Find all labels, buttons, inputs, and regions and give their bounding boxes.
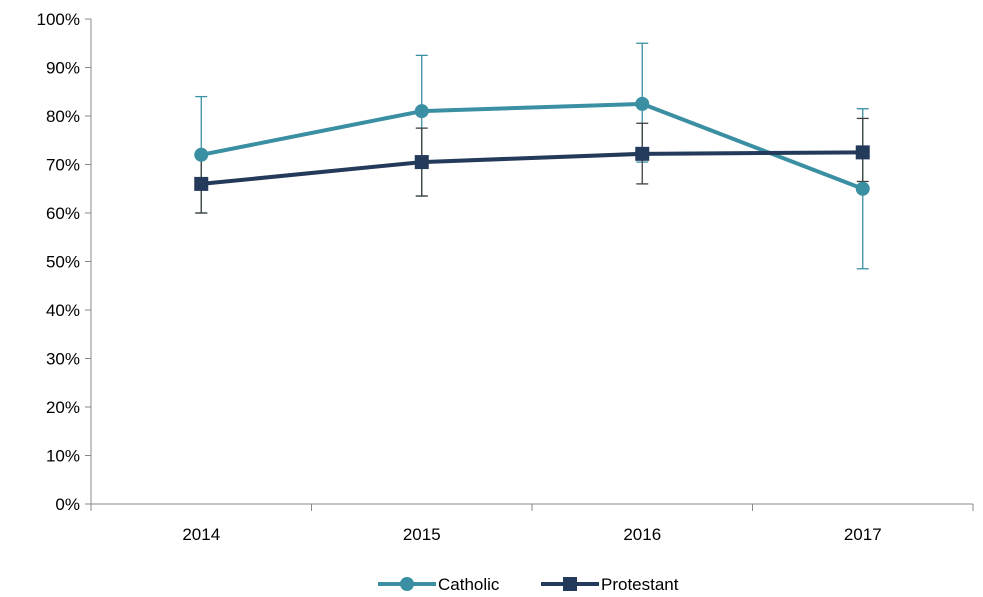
legend-label-protestant: Protestant [601, 575, 679, 594]
x-tick-label: 2014 [182, 525, 220, 544]
x-tick-label: 2017 [844, 525, 882, 544]
legend: Catholic Protestant [378, 575, 679, 594]
series-markers [194, 96, 870, 196]
series-line-catholic [200, 101, 864, 191]
data-point-protestant [855, 145, 870, 160]
data-point-catholic [194, 147, 209, 162]
data-point-catholic [414, 104, 429, 119]
data-point-catholic [635, 96, 650, 111]
legend-marker-protestant [563, 577, 577, 591]
y-tick-label: 0% [55, 495, 80, 514]
y-tick-label: 10% [46, 447, 80, 466]
y-tick-label: 80% [46, 107, 80, 126]
data-point-catholic [855, 181, 870, 196]
y-tick-labels: 0% 10% 20% 30% 40% 50% 60% 70% 80% 90% 100% [37, 10, 80, 514]
y-tick-label: 90% [46, 59, 80, 78]
x-tick-label: 2015 [403, 525, 441, 544]
series-line-protestant [201, 150, 863, 186]
y-tick-label: 30% [46, 350, 80, 369]
y-tick-label: 100% [37, 10, 80, 29]
x-tick-labels: 2014 2015 2016 2017 [182, 525, 881, 544]
legend-marker-catholic [400, 577, 414, 591]
data-point-protestant [194, 176, 209, 191]
y-tick-label: 20% [46, 398, 80, 417]
data-point-protestant [414, 155, 429, 170]
chart-axes [85, 18, 974, 511]
x-tick-label: 2016 [623, 525, 661, 544]
data-point-protestant [635, 146, 650, 161]
y-tick-label: 60% [46, 204, 80, 223]
legend-label-catholic: Catholic [438, 575, 500, 594]
y-tick-label: 70% [46, 156, 80, 175]
series-lines [200, 101, 864, 191]
y-tick-label: 40% [46, 301, 80, 320]
y-tick-label: 50% [46, 253, 80, 272]
